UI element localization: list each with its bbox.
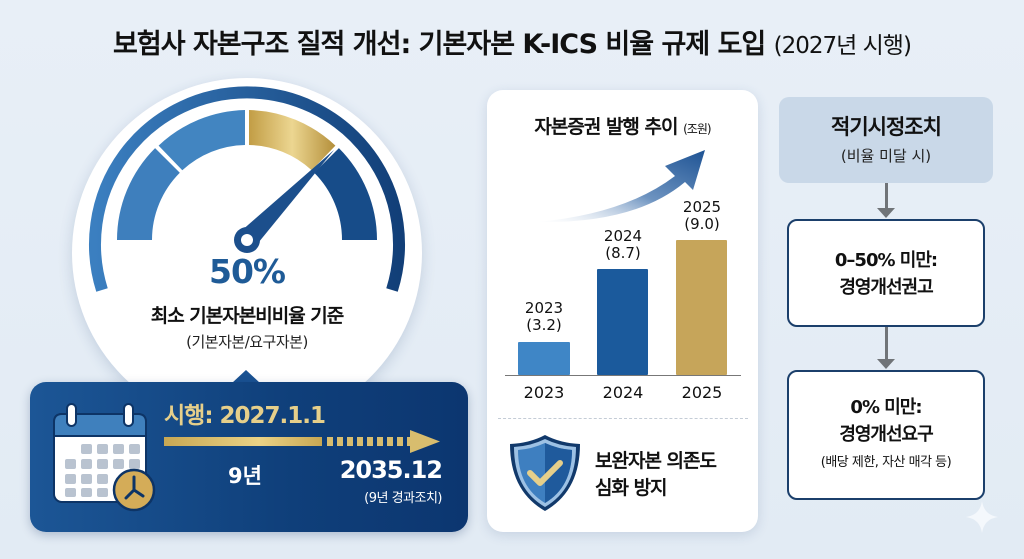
flow-step2-action: 경영개선요구 — [839, 424, 933, 445]
x-tick-2025: 2025 — [681, 383, 723, 402]
bar-2023-year: 2023 — [524, 299, 564, 317]
card-divider — [498, 418, 748, 419]
chart-title-text: 자본증권 발행 추이 — [534, 116, 678, 138]
flow-step1-threshold: 0–50% 미만: — [834, 250, 938, 271]
bar-2023 — [518, 342, 570, 375]
bar-2024 — [597, 269, 648, 375]
bar-2025-year: 2025 — [682, 198, 722, 216]
shield-check-icon — [510, 435, 580, 511]
timeline-end-date: 2035.12 — [339, 456, 443, 484]
title-main: 보험사 자본구조 질적 개선: 기본자본 K-ICS 비율 규제 도입 — [113, 29, 766, 60]
gauge-label: 최소 기본자본비비율 기준 — [150, 305, 345, 327]
timeline-end-note: (9년 경과조치) — [364, 491, 442, 506]
gauge-sublabel: (기본자본/요구자본) — [186, 333, 308, 351]
callout-pointer — [232, 370, 260, 383]
flow-step-requirement: 0% 미만: 경영개선요구 (배당 제한, 자산 매각 등) — [787, 370, 985, 500]
bar-2025-value: (9.0) — [684, 215, 720, 233]
flow-header-box: 적기시정조치 (비율 미달 시) — [779, 97, 993, 183]
flow-header-sub: (비율 미달 시) — [840, 147, 932, 165]
timeline-arrow-icon — [164, 430, 440, 453]
shield-caption-line2: 심화 방지 — [595, 477, 668, 499]
flow-connector — [885, 183, 888, 209]
flow-step2-note: (배당 제한, 자산 매각 등) — [820, 455, 952, 470]
bar-2024-year: 2024 — [603, 227, 643, 245]
chart-title: 자본증권 발행 추이 (조원) — [487, 112, 758, 139]
down-arrow-icon — [877, 208, 895, 218]
shield-caption-line1: 보완자본 의존도 — [595, 450, 717, 472]
flow-header-title: 적기시정조치 — [831, 115, 942, 139]
flow-step1-action: 경영개선권고 — [839, 277, 933, 298]
bar-2024-label: 2024 (8.7) — [583, 228, 663, 262]
shield-caption: 보완자본 의존도 심화 방지 — [595, 448, 717, 502]
bar-2024-value: (8.7) — [605, 244, 641, 262]
upward-trend-arrow-icon — [537, 150, 705, 223]
flow-step-recommendation: 0–50% 미만: 경영개선권고 — [787, 219, 985, 327]
flow-step2-threshold: 0% 미만: — [850, 397, 922, 418]
calendar-clock-icon — [53, 403, 156, 512]
bar-2025-label: 2025 (9.0) — [662, 199, 742, 233]
chart-unit: (조원) — [683, 122, 711, 136]
timeline-start-date: 시행: 2027.1.1 — [164, 403, 326, 429]
bar-2025 — [676, 240, 727, 375]
title-suffix: (2027년 시행) — [773, 33, 912, 59]
bar-2023-label: 2023 (3.2) — [504, 300, 584, 334]
sparkle-icon — [966, 501, 998, 533]
down-arrow-icon — [877, 359, 895, 369]
x-tick-2024: 2024 — [602, 383, 644, 402]
flow-connector — [885, 327, 888, 360]
timeline-duration: 9년 — [228, 464, 262, 488]
x-tick-2023: 2023 — [523, 383, 565, 402]
chart-baseline — [505, 375, 741, 376]
speedometer-gauge-icon — [89, 86, 405, 292]
page-title: 보험사 자본구조 질적 개선: 기본자본 K-ICS 비율 규제 도입 (202… — [0, 22, 1024, 61]
bar-2023-value: (3.2) — [526, 316, 562, 334]
gauge-value: 50% — [209, 252, 286, 291]
